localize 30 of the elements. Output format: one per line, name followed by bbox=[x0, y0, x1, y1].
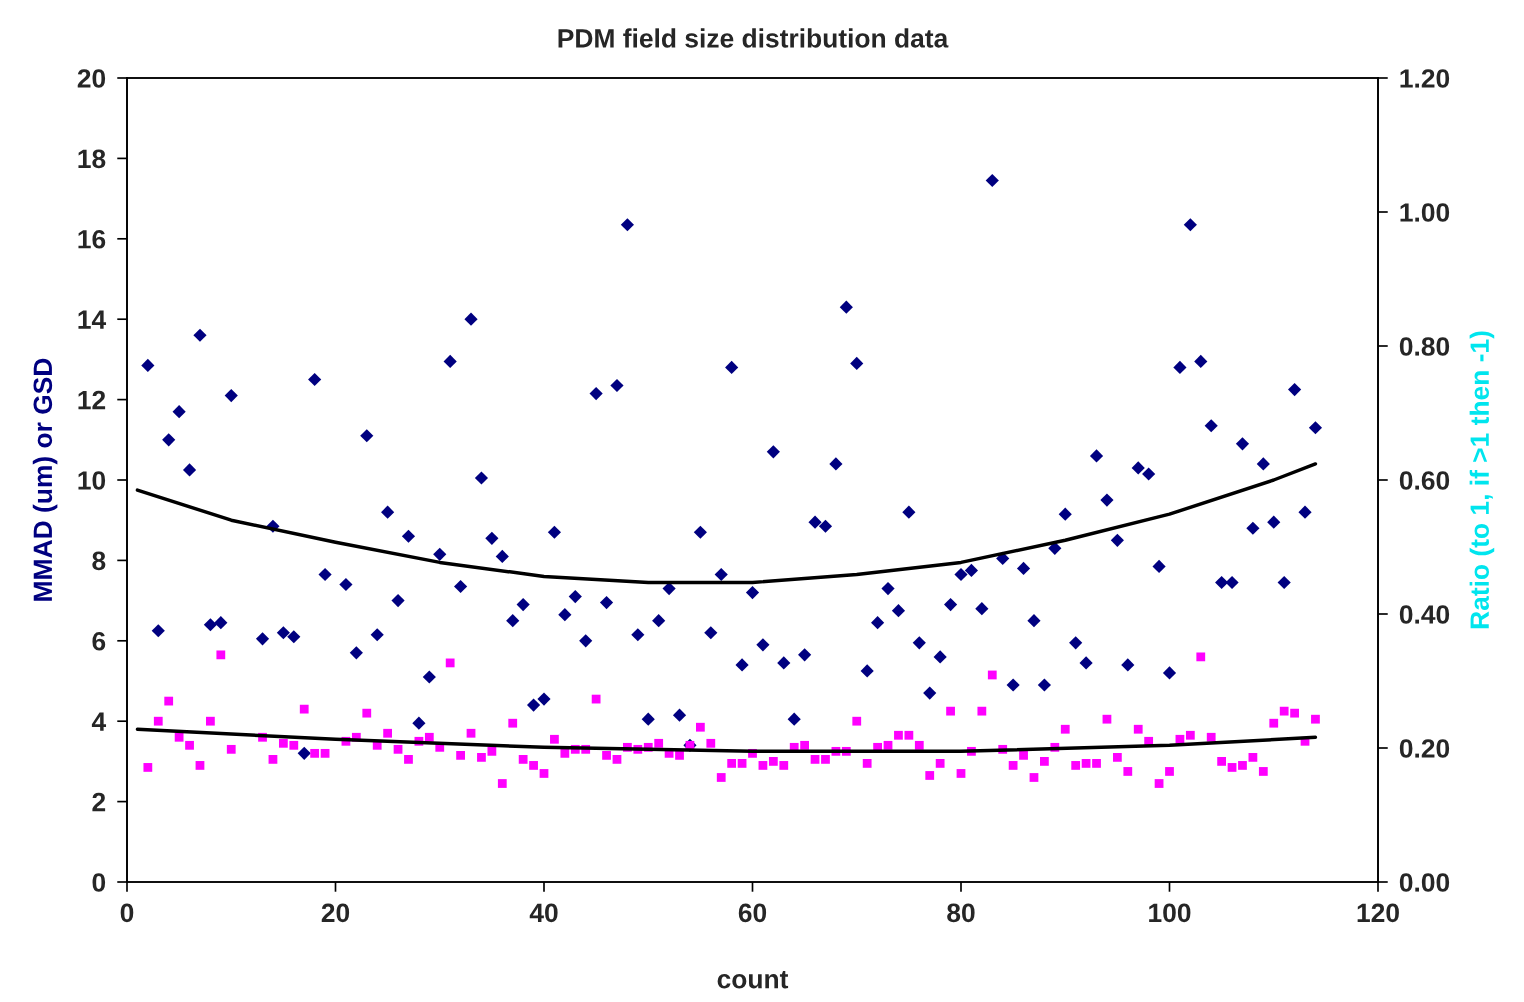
x-axis-title: count bbox=[717, 971, 789, 989]
y-tick-label: 4 bbox=[91, 712, 107, 731]
y-tick-label: 10 bbox=[78, 471, 106, 490]
x-tick-label: 20 bbox=[321, 903, 350, 923]
x-tick-label: 80 bbox=[947, 903, 975, 923]
y-tick-label: 8 bbox=[92, 551, 106, 571]
y2-tick-label: 0.80 bbox=[1399, 337, 1450, 356]
x-tick-label: 60 bbox=[738, 903, 767, 923]
line-series bbox=[135, 462, 1318, 585]
y2-tick-label: 0.00 bbox=[1399, 873, 1450, 892]
y2-tick-label: 1.20 bbox=[1400, 69, 1450, 88]
y-tick-label: 2 bbox=[92, 792, 106, 812]
y-tick-label: 16 bbox=[78, 229, 106, 249]
chart-title: PDM field size distribution data bbox=[558, 28, 949, 48]
y-tick-label: 14 bbox=[78, 310, 107, 329]
y2-tick-label: 0.60 bbox=[1399, 471, 1450, 490]
y2-tick-label: 0.20 bbox=[1399, 739, 1450, 758]
y-tick-label: 0 bbox=[92, 873, 106, 892]
y-tick-label: 18 bbox=[78, 149, 106, 169]
y-tick-label: 20 bbox=[77, 69, 106, 88]
y-tick-label: 6 bbox=[92, 631, 106, 651]
x-tick-label: 40 bbox=[529, 903, 558, 923]
y-tick-label: 12 bbox=[78, 390, 106, 410]
y2-tick-label: 0.40 bbox=[1399, 605, 1450, 624]
x-tick-label: 100 bbox=[1149, 903, 1191, 923]
y-axis-title: MMAD (um) or GSD bbox=[32, 358, 58, 601]
y2-axis-title: Ratio (to 1, if >1 then -1) bbox=[1469, 331, 1495, 629]
y2-tick-label: 1.00 bbox=[1400, 203, 1450, 222]
x-tick-label: 120 bbox=[1357, 903, 1399, 923]
x-tick-label: 0 bbox=[120, 903, 134, 923]
